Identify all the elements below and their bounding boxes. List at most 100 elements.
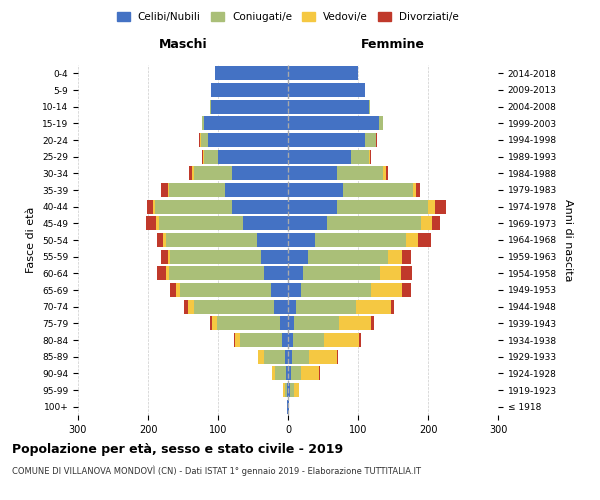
Bar: [188, 166, 192, 180]
Bar: [288, 150, 351, 164]
Bar: [288, 166, 337, 180]
Bar: [288, 216, 326, 230]
Bar: [416, 183, 419, 197]
Bar: [153, 200, 155, 214]
Bar: [288, 66, 358, 80]
Bar: [380, 266, 401, 280]
Bar: [421, 216, 431, 230]
Text: COMUNE DI VILLANOVA MONDOVÌ (CN) - Dati ISTAT 1° gennaio 2019 - Elaborazione TUT: COMUNE DI VILLANOVA MONDOVÌ (CN) - Dati …: [12, 466, 421, 476]
Bar: [170, 283, 176, 297]
Bar: [326, 216, 421, 230]
Bar: [193, 166, 232, 180]
Bar: [343, 183, 413, 197]
Bar: [241, 333, 283, 347]
Bar: [371, 316, 374, 330]
Bar: [413, 183, 416, 197]
Bar: [290, 383, 293, 397]
Bar: [272, 366, 275, 380]
Bar: [301, 366, 319, 380]
Bar: [242, 216, 288, 230]
Bar: [371, 283, 402, 297]
Bar: [288, 266, 304, 280]
Bar: [211, 100, 288, 114]
Bar: [435, 200, 445, 214]
Bar: [293, 316, 339, 330]
Bar: [288, 300, 296, 314]
Bar: [286, 366, 288, 380]
Bar: [428, 200, 435, 214]
Bar: [402, 283, 410, 297]
Bar: [235, 333, 241, 347]
Bar: [200, 133, 208, 147]
Bar: [283, 383, 284, 397]
Bar: [225, 183, 288, 197]
Bar: [284, 383, 287, 397]
Bar: [275, 366, 286, 380]
Bar: [204, 150, 218, 164]
Bar: [288, 83, 365, 97]
Bar: [166, 233, 257, 247]
Bar: [337, 166, 383, 180]
Bar: [169, 266, 263, 280]
Bar: [339, 316, 371, 330]
Bar: [296, 300, 356, 314]
Bar: [232, 166, 288, 180]
Bar: [288, 233, 314, 247]
Bar: [232, 200, 288, 214]
Legend: Celibi/Nubili, Coniugati/e, Vedovi/e, Divorziati/e: Celibi/Nubili, Coniugati/e, Vedovi/e, Di…: [113, 8, 463, 26]
Bar: [192, 166, 193, 180]
Bar: [167, 183, 169, 197]
Bar: [176, 283, 179, 297]
Y-axis label: Anni di nascita: Anni di nascita: [563, 198, 572, 281]
Bar: [293, 383, 299, 397]
Bar: [161, 183, 167, 197]
Bar: [234, 333, 235, 347]
Bar: [308, 250, 388, 264]
Bar: [402, 250, 410, 264]
Bar: [291, 366, 301, 380]
Bar: [202, 150, 203, 164]
Bar: [257, 233, 288, 247]
Bar: [288, 133, 365, 147]
Bar: [368, 150, 370, 164]
Bar: [262, 250, 288, 264]
Bar: [217, 316, 280, 330]
Bar: [359, 333, 361, 347]
Bar: [161, 250, 167, 264]
Bar: [370, 150, 371, 164]
Bar: [218, 150, 288, 164]
Bar: [209, 100, 211, 114]
Bar: [292, 350, 309, 364]
Bar: [157, 266, 166, 280]
Bar: [155, 200, 232, 214]
Bar: [204, 116, 288, 130]
Bar: [199, 133, 200, 147]
Bar: [157, 216, 158, 230]
Bar: [258, 350, 263, 364]
Bar: [202, 116, 204, 130]
Bar: [401, 266, 412, 280]
Bar: [193, 300, 274, 314]
Bar: [288, 250, 308, 264]
Bar: [379, 116, 383, 130]
Bar: [288, 316, 293, 330]
Bar: [288, 183, 343, 197]
Bar: [287, 400, 288, 414]
Bar: [288, 116, 379, 130]
Bar: [325, 333, 359, 347]
Bar: [288, 100, 368, 114]
Bar: [271, 283, 288, 297]
Bar: [211, 83, 288, 97]
Bar: [288, 333, 293, 347]
Bar: [365, 133, 376, 147]
Bar: [406, 233, 418, 247]
Bar: [293, 333, 325, 347]
Bar: [212, 316, 217, 330]
Bar: [418, 233, 431, 247]
Bar: [280, 316, 288, 330]
Bar: [351, 150, 368, 164]
Bar: [314, 233, 406, 247]
Bar: [179, 283, 271, 297]
Bar: [288, 350, 292, 364]
Bar: [208, 133, 288, 147]
